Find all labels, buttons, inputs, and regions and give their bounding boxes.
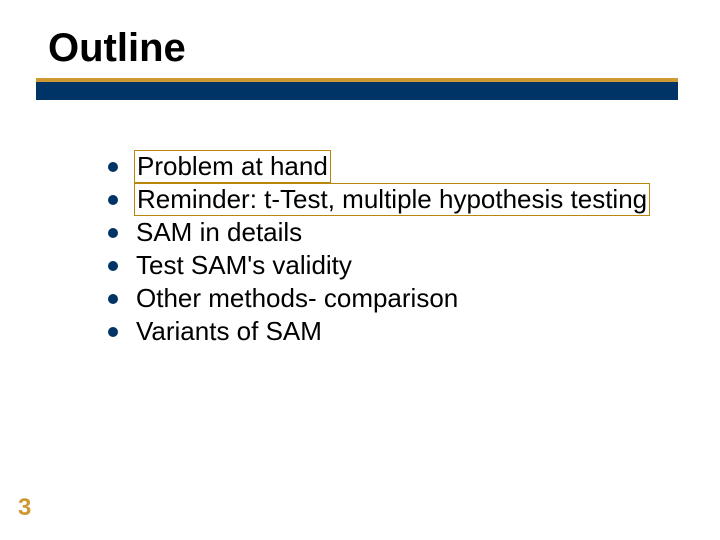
bullet-text: Reminder: t-Test, multiple hypothesis te… [134,183,650,216]
title-block: Outline [48,26,186,71]
bullet-text: Problem at hand [134,150,331,183]
bullet-icon [108,261,118,271]
list-item: Test SAM's validity [108,249,650,282]
bullet-icon [108,327,118,337]
title-underline-navy [36,82,678,100]
bullet-icon [108,228,118,238]
slide: Outline Problem at hand Reminder: t-Test… [0,0,720,540]
bullet-list: Problem at hand Reminder: t-Test, multip… [108,150,650,348]
list-item: Variants of SAM [108,315,650,348]
list-item: SAM in details [108,216,650,249]
bullet-text: SAM in details [134,217,304,248]
slide-title: Outline [48,26,186,70]
list-item: Problem at hand [108,150,650,183]
bullet-icon [108,162,118,172]
list-item: Reminder: t-Test, multiple hypothesis te… [108,183,650,216]
bullet-icon [108,195,118,205]
bullet-text: Variants of SAM [134,316,324,347]
bullet-icon [108,294,118,304]
bullet-text: Test SAM's validity [134,250,354,281]
list-item: Other methods- comparison [108,282,650,315]
slide-number: 3 [18,494,31,522]
bullet-text: Other methods- comparison [134,283,460,314]
